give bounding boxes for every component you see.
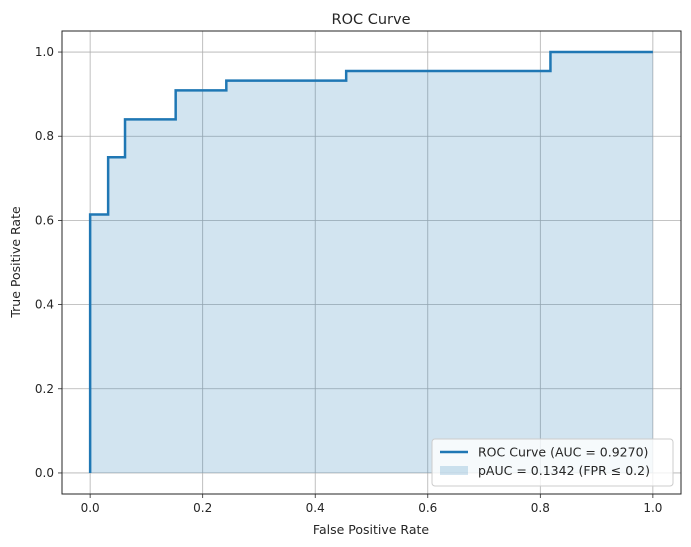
y-axis-label: True Positive Rate bbox=[8, 206, 23, 319]
legend: ROC Curve (AUC = 0.9270) pAUC = 0.1342 (… bbox=[431, 438, 674, 487]
y-tick-label: 0.0 bbox=[35, 466, 54, 480]
y-tick-label: 1.0 bbox=[35, 45, 54, 59]
x-axis-ticks: 0.0 0.2 0.4 0.6 0.8 1.0 bbox=[81, 494, 662, 515]
pauc-area-layer bbox=[90, 52, 653, 473]
y-tick-label: 0.4 bbox=[35, 298, 54, 312]
y-tick-label: 0.6 bbox=[35, 213, 54, 227]
legend-box bbox=[431, 438, 674, 487]
chart-title: ROC Curve bbox=[332, 12, 411, 28]
pauc-area bbox=[90, 52, 653, 473]
plot-frame bbox=[61, 30, 682, 495]
x-tick-label: 0.0 bbox=[81, 501, 100, 515]
roc-curve-line bbox=[88, 50, 653, 473]
x-tick-label: 0.2 bbox=[193, 501, 212, 515]
y-tick-label: 0.8 bbox=[35, 129, 54, 143]
x-axis-label: False Positive Rate bbox=[313, 522, 429, 537]
x-tick-label: 1.0 bbox=[643, 501, 662, 515]
legend-label-roc: ROC Curve (AUC = 0.9270) bbox=[478, 445, 648, 460]
legend-label-pauc: pAUC = 0.1342 (FPR ≤ 0.2) bbox=[478, 463, 650, 478]
y-tick-label: 0.2 bbox=[35, 382, 54, 396]
x-tick-label: 0.8 bbox=[531, 501, 550, 515]
x-tick-label: 0.6 bbox=[418, 501, 437, 515]
y-axis-ticks: 0.0 0.2 0.4 0.6 0.8 1.0 bbox=[35, 45, 62, 480]
legend-area-swatch bbox=[440, 466, 468, 475]
grid-lines bbox=[62, 31, 681, 494]
x-tick-label: 0.4 bbox=[306, 501, 325, 515]
roc-line-layer bbox=[88, 50, 653, 473]
